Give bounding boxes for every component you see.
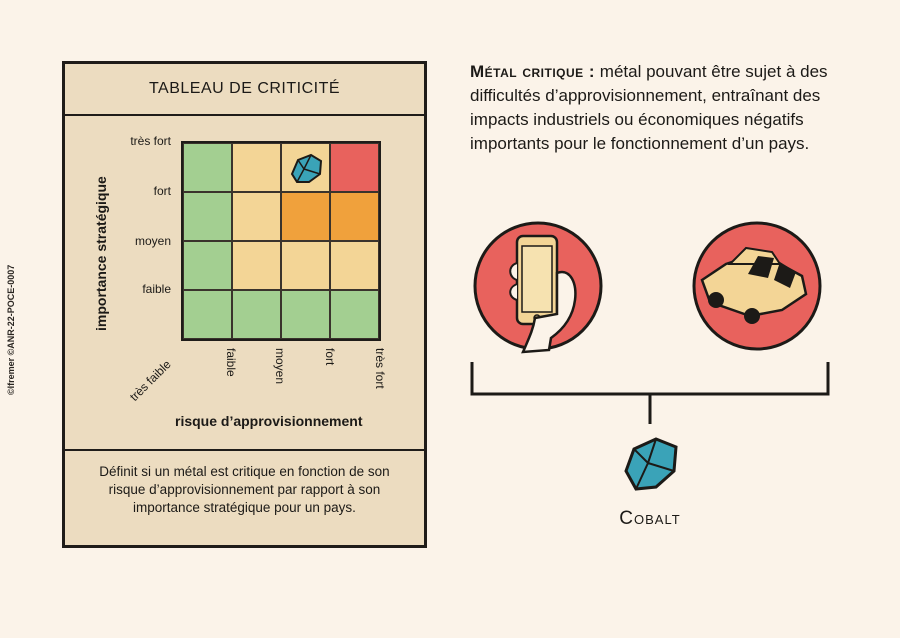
matrix-cell [330, 241, 379, 290]
y-tick-tres-fort: très fort [130, 134, 171, 148]
critical-metal-definition: Métal critique : métal pouvant être suje… [470, 60, 850, 156]
y-tick-moyen: moyen [134, 234, 171, 248]
x-tick-fort: fort [323, 348, 337, 366]
matrix-cell [183, 290, 232, 339]
credit-text: ©Ifremer ©ANR-22-POCE-0007 [6, 264, 16, 395]
y-tick-fort: fort [153, 184, 171, 198]
cobalt-rock-icon [290, 153, 323, 183]
matrix-cell [281, 192, 330, 241]
matrix-cell [330, 290, 379, 339]
bracket-connector [470, 362, 830, 424]
matrix-cell [330, 143, 379, 192]
car-icon [692, 221, 822, 351]
card-footer: Définit si un métal est critique en fonc… [65, 449, 424, 545]
matrix-cell [232, 192, 281, 241]
card-title: TABLEAU DE CRITICITÉ [65, 64, 424, 116]
matrix-cell [183, 143, 232, 192]
x-tick-moyen: moyen [273, 348, 287, 385]
y-tick-faible: faible [142, 282, 171, 296]
matrix-cell [281, 143, 330, 192]
criticality-matrix [181, 141, 381, 341]
matrix-cell [183, 192, 232, 241]
matrix-cell [232, 143, 281, 192]
matrix-cell [281, 241, 330, 290]
cobalt-rock-icon [624, 437, 678, 491]
criticality-card: TABLEAU DE CRITICITÉ importance stratégi… [62, 61, 427, 548]
matrix-cell [232, 241, 281, 290]
matrix-cell [330, 192, 379, 241]
definition-text: métal pouvant être sujet à des difficult… [470, 62, 828, 153]
cobalt-label: Cobalt [619, 508, 681, 529]
x-axis-label: risque d’approvisionnement [175, 413, 363, 429]
definition-term: Métal critique : [470, 62, 596, 81]
x-tick-tres-faible: très faible [127, 357, 174, 404]
smartphone-icon [473, 221, 603, 354]
matrix-cell [232, 290, 281, 339]
matrix-cell [183, 241, 232, 290]
x-tick-tres-fort: très fort [373, 348, 387, 389]
matrix-cell [281, 290, 330, 339]
y-axis-label: importance stratégique [93, 176, 109, 331]
x-tick-faible: faible [224, 348, 238, 377]
